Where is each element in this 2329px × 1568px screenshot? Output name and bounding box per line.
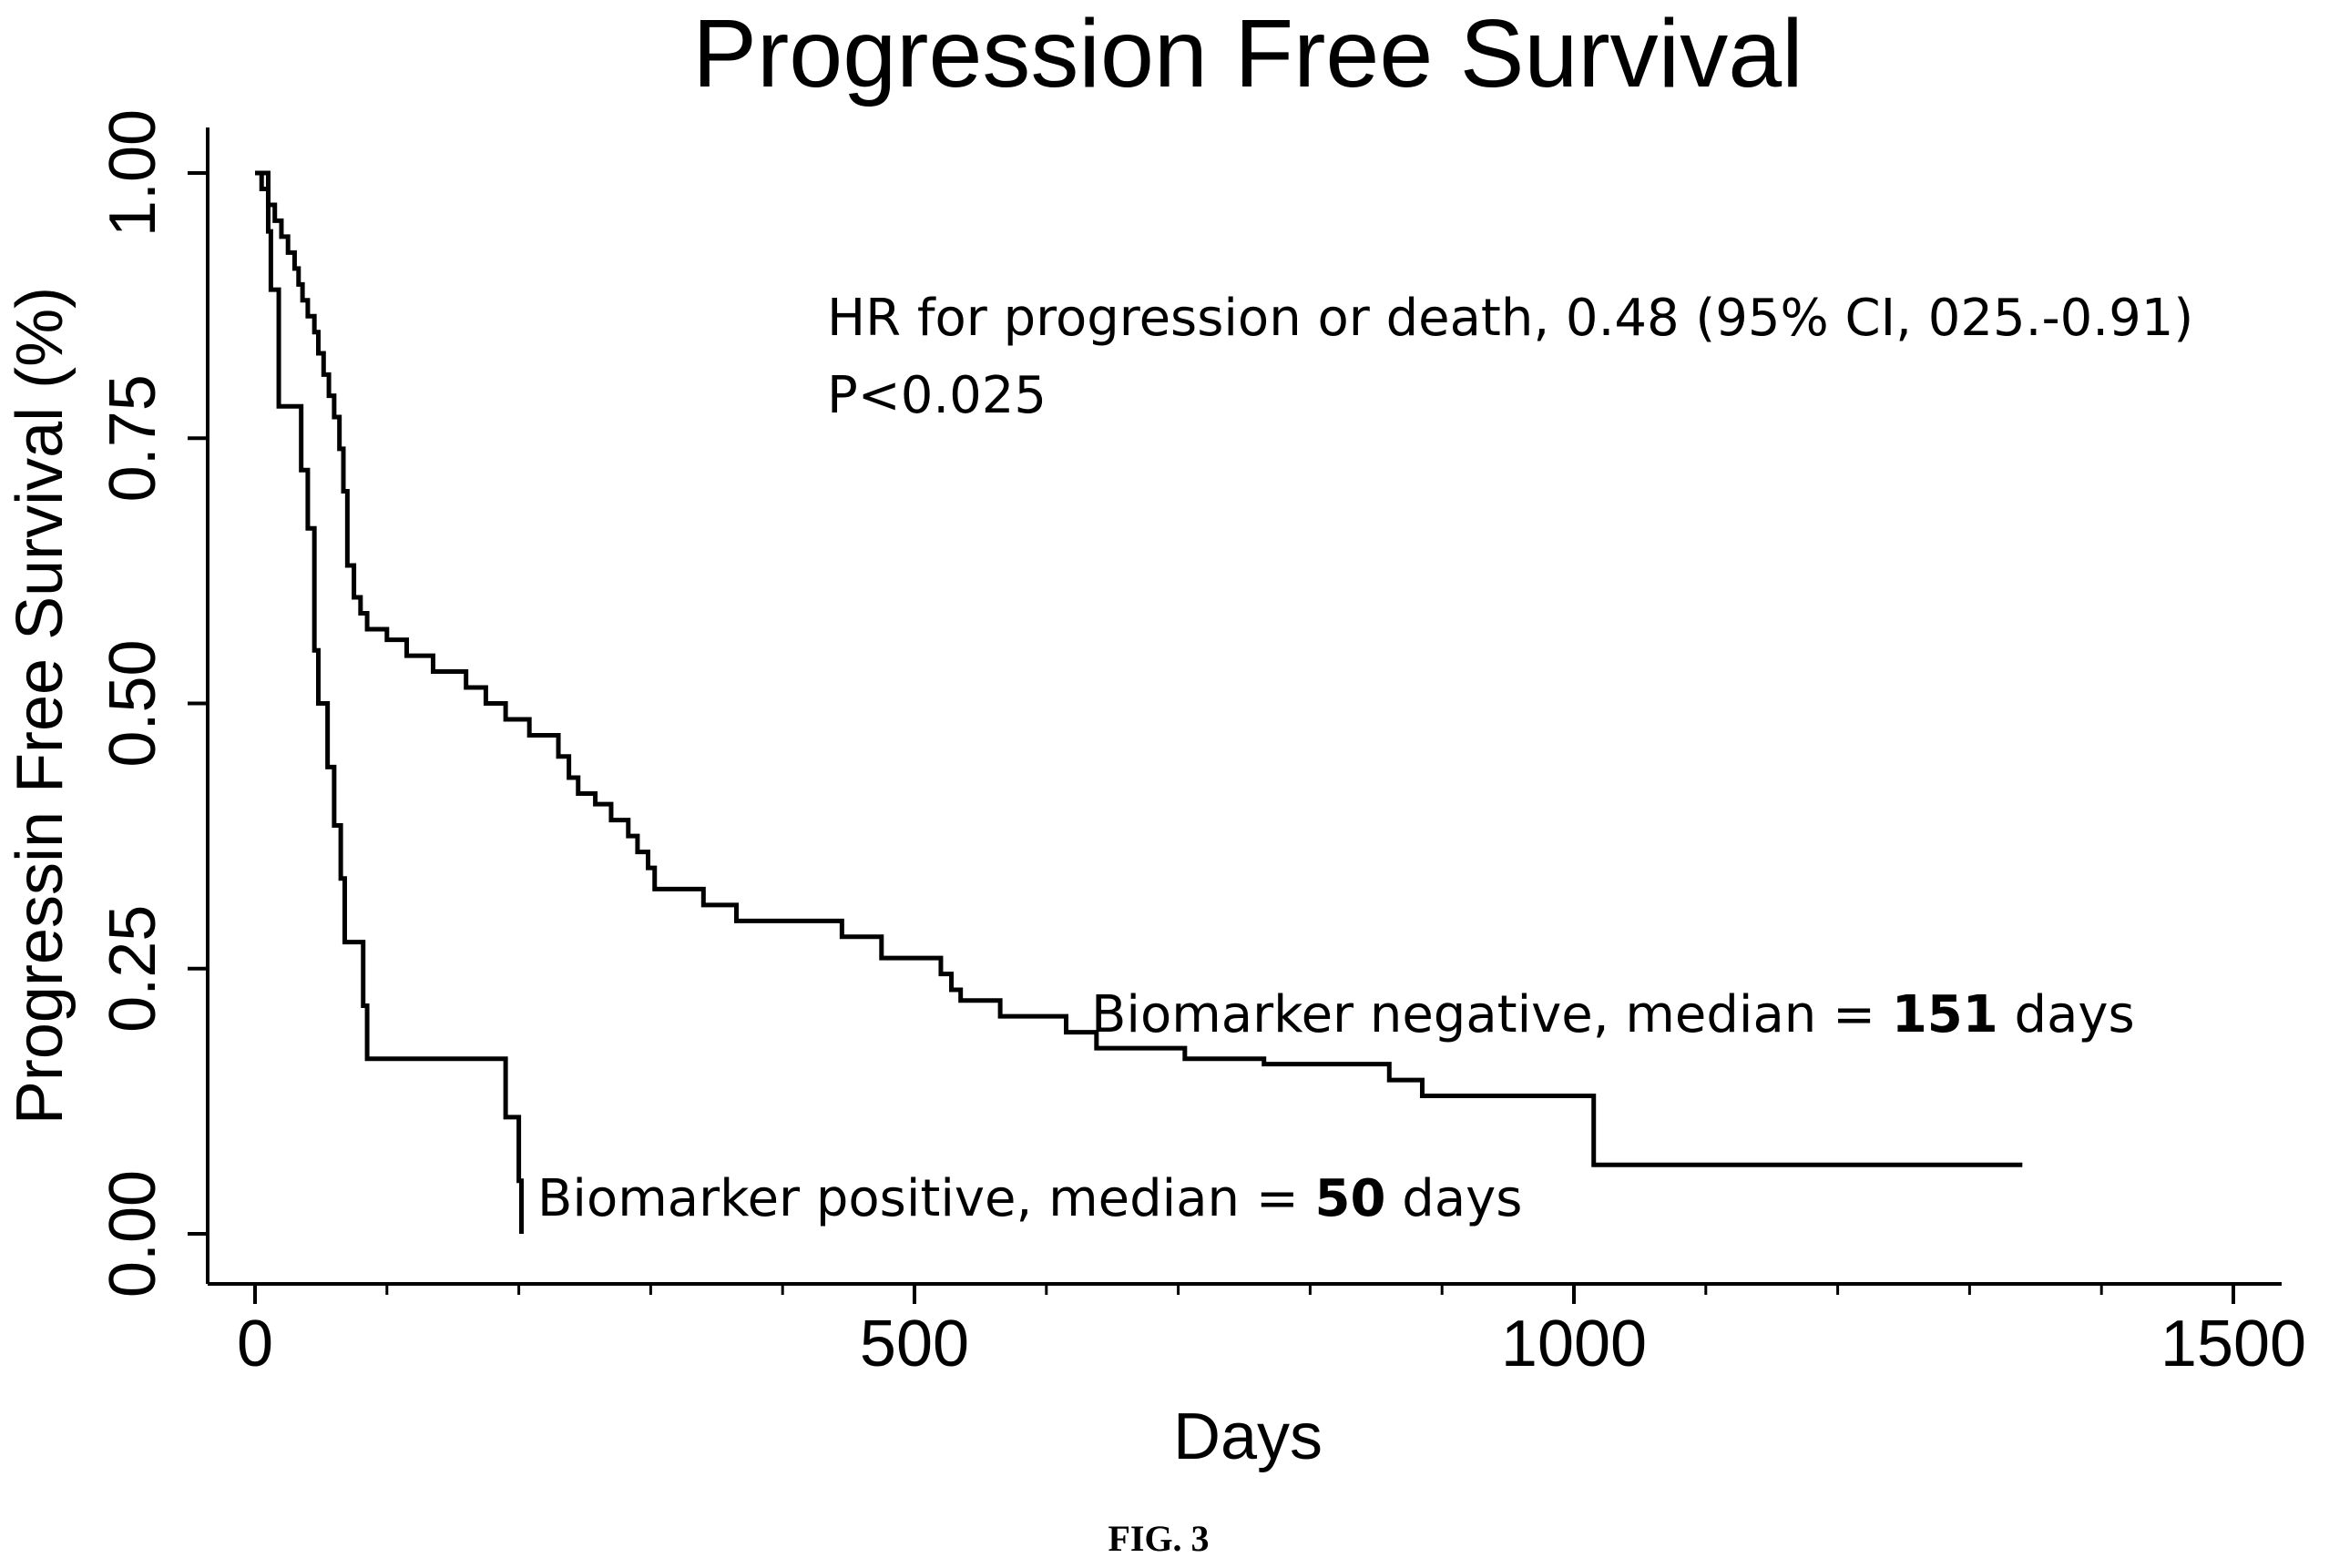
y-ticks: 0.00 0.25 0.50 0.75 1.00 [97, 109, 208, 1298]
x-ticks: 0 500 1000 1500 [237, 1284, 2306, 1380]
chart-title: Progression Free Survival [692, 0, 1803, 107]
y-tick-label: 0.00 [97, 1170, 169, 1298]
hr-annotation: HR for progression or death, 0.48 (95% C… [827, 289, 2193, 348]
label-neg-median: 151 [1892, 985, 1998, 1044]
plot-area: 0 500 1000 1500 0.00 0.25 0.50 0.75 1.00 [97, 109, 2306, 1380]
figure-caption: FIG. 3 [1108, 1518, 1209, 1559]
curve-biomarker-positive [255, 170, 524, 1234]
y-tick-label: 0.75 [97, 374, 169, 502]
survival-curves [255, 170, 2023, 1234]
label-pos-median: 50 [1315, 1169, 1386, 1228]
curve-biomarker-negative [255, 170, 2023, 1167]
label-neg-suffix: days [1998, 985, 2135, 1044]
y-axis-label: Progressin Free Survival (%) [4, 287, 77, 1125]
y-tick-label: 1.00 [97, 109, 169, 237]
label-biomarker-negative: Biomarker negative, median = 151 days [1091, 985, 2135, 1044]
x-tick-label: 0 [237, 1308, 273, 1380]
x-tick-label: 500 [860, 1308, 969, 1380]
p-value-annotation: P<0.025 [827, 366, 1047, 425]
x-tick-label: 1000 [1501, 1308, 1647, 1380]
y-tick-label: 0.50 [97, 639, 169, 767]
label-neg-prefix: Biomarker negative, median = [1091, 985, 1892, 1044]
x-tick-label: 1500 [2160, 1308, 2306, 1380]
label-pos-suffix: days [1385, 1169, 1522, 1228]
label-pos-prefix: Biomarker positive, median = [537, 1169, 1315, 1228]
y-tick-label: 0.25 [97, 905, 169, 1033]
x-axis-label: Days [1173, 1400, 1323, 1473]
label-biomarker-positive: Biomarker positive, median = 50 days [537, 1169, 1522, 1228]
